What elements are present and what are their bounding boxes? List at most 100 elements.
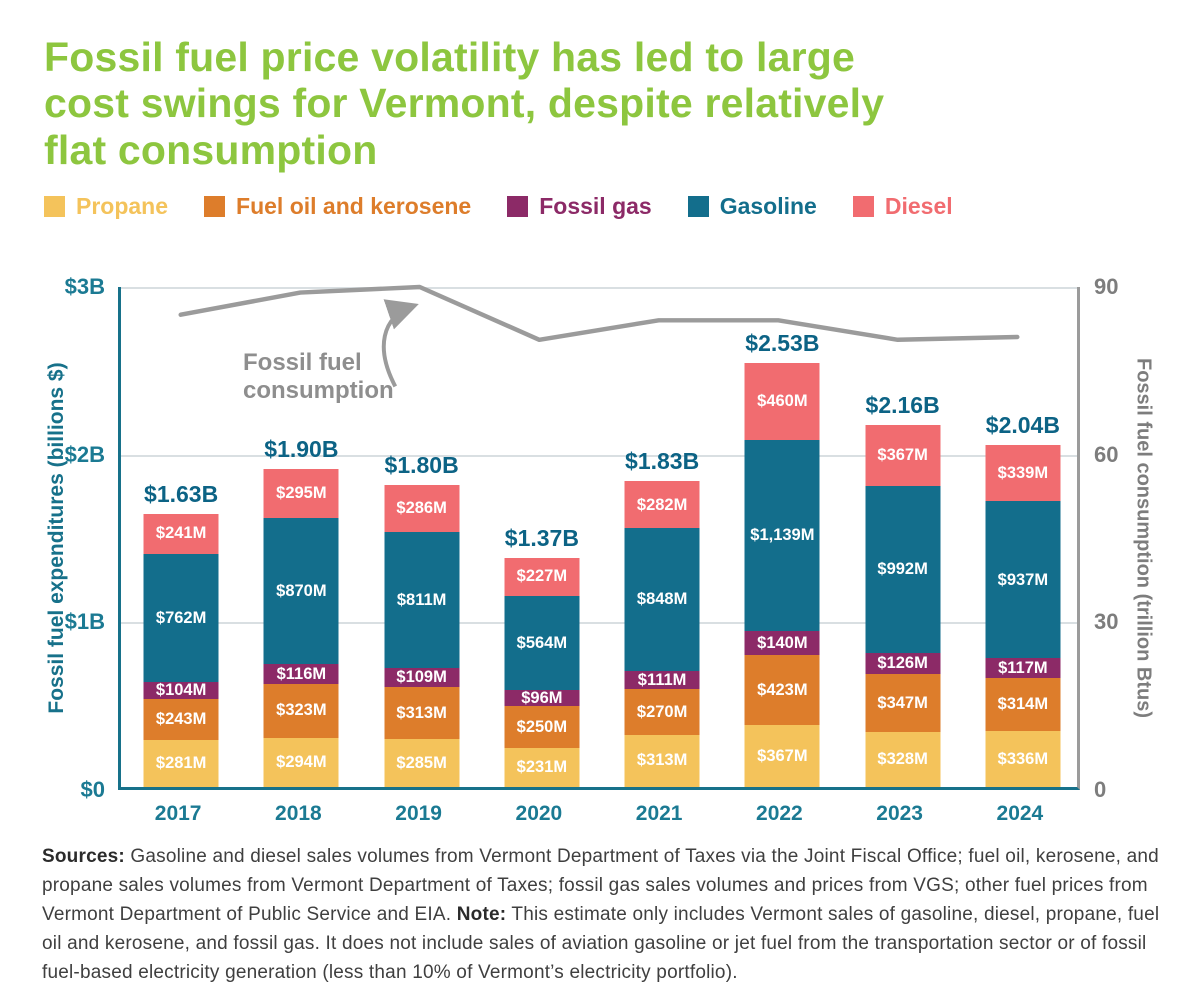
sources-note: Sources: Gasoline and diesel sales volum…: [42, 842, 1166, 987]
bar-segment-propane: $367M: [744, 725, 820, 787]
bar-segment-value: $295M: [276, 484, 327, 503]
bar-segment-diesel: $460M: [744, 363, 820, 441]
bar-segment-gasoline: $848M: [624, 528, 700, 671]
bar-segment-value: $241M: [155, 524, 207, 543]
page-title: Fossil fuel price volatility has led to …: [44, 34, 1124, 173]
bar-segment-value: $281M: [155, 754, 207, 773]
bar-segment-fossil-gas: $109M: [384, 668, 460, 687]
bar-segment-fuel-oil-and-kerosene: $243M: [143, 699, 219, 740]
bar-segment-diesel: $241M: [143, 513, 219, 554]
bar-2020: $1.37B $227M $564M $96M $250M $231M: [504, 525, 580, 787]
bar-2022: $2.53B $460M $1,139M $140M $423M $367M: [744, 330, 820, 787]
bar-segment-fossil-gas: $140M: [744, 631, 820, 655]
title-line-3: flat consumption: [44, 126, 378, 173]
bar-segment-value: $1,139M: [750, 526, 815, 545]
y-tick-right: 30: [1094, 609, 1119, 635]
bar-segment-value: $564M: [516, 633, 568, 652]
note-label: Note:: [456, 904, 507, 926]
bar-segment-gasoline: $1,139M: [744, 440, 820, 632]
legend-swatch-icon: [507, 196, 529, 217]
bar-segment-propane: $328M: [865, 731, 941, 787]
y-tick-right: 0: [1094, 777, 1107, 802]
bar-segment-fossil-gas: $117M: [985, 658, 1061, 679]
bar-total-label: $2.04B: [985, 411, 1060, 438]
bar-segment-fossil-gas: $104M: [143, 681, 219, 700]
x-tick-2018: 2018: [275, 802, 322, 825]
legend-label: Fossil gas: [539, 193, 652, 219]
bar-segment-propane: $281M: [143, 739, 219, 787]
bar-segment-value: $104M: [155, 681, 207, 700]
bar-segment-fossil-gas: $126M: [865, 652, 941, 674]
y-tick-left: $3B: [64, 274, 105, 299]
bar-segment-value: $848M: [636, 590, 688, 609]
legend-item-diesel: Diesel: [852, 193, 953, 220]
bar-total-label: $1.63B: [144, 480, 219, 507]
sources-label: Sources:: [42, 846, 125, 867]
bar-segment-gasoline: $992M: [865, 486, 941, 653]
y-axis-label-right: Fossil fuel consumption (trillion Btus): [1132, 358, 1155, 718]
bar-segment-fuel-oil-and-kerosene: $423M: [744, 654, 820, 726]
bar-segment-value: $294M: [276, 753, 327, 772]
bar-segment-fuel-oil-and-kerosene: $323M: [263, 683, 339, 738]
x-tick-2021: 2021: [635, 802, 683, 825]
bar-segment-value: $243M: [155, 710, 207, 729]
x-tick-2019: 2019: [395, 802, 442, 825]
bar-total-label: $1.80B: [384, 451, 459, 478]
bar-segment-value: $285M: [396, 753, 447, 772]
bar-segment-value: $231M: [516, 758, 568, 777]
x-tick-2022: 2022: [756, 802, 803, 825]
legend-item-gasoline: Gasoline: [687, 193, 817, 220]
bar-2017: $1.63B $241M $762M $104M $243M $281M: [143, 481, 219, 788]
bar-segment-value: $423M: [757, 680, 808, 699]
plot-area: Fossil fuel consumption $1.63B $241M $762M…: [118, 284, 1080, 790]
bar-segment-propane: $313M: [624, 734, 700, 787]
y-tick-left: $1B: [64, 609, 105, 635]
bar-2019: $1.80B $286M $811M $109M $313M $285M: [384, 452, 460, 788]
bar-segment-value: $992M: [877, 560, 928, 579]
bar-total-label: $1.90B: [264, 435, 339, 462]
bar-segment-value: $367M: [757, 746, 808, 765]
bar-segment-value: $313M: [636, 751, 688, 770]
bar-segment-value: $227M: [516, 567, 568, 586]
y-tick-left: $2B: [64, 441, 105, 467]
legend-item-fossil-gas: Fossil gas: [507, 193, 652, 220]
legend: Propane Fuel oil and kerosene Fossil gas Ga…: [44, 193, 953, 220]
legend-label: Diesel: [884, 193, 953, 219]
bar-segment-value: $286M: [396, 499, 447, 518]
bar-segment-value: $811M: [396, 591, 447, 610]
bar-segment-diesel: $295M: [263, 468, 339, 519]
y-tick-right: 90: [1094, 274, 1119, 299]
bar-segment-diesel: $286M: [384, 484, 460, 533]
bar-segment-value: $250M: [516, 718, 568, 737]
title-line-1: Fossil fuel price volatility has led to …: [44, 34, 856, 80]
bar-total-label: $2.53B: [745, 330, 820, 356]
gridline: [121, 287, 1077, 289]
title-line-2: cost swings for Vermont, despite relativ…: [44, 80, 885, 127]
bar-segment-value: $314M: [997, 695, 1049, 714]
bar-segment-value: $109M: [396, 668, 447, 687]
bar-segment-gasoline: $870M: [263, 518, 339, 665]
bar-segment-value: $116M: [276, 664, 327, 683]
legend-item-fuel-oil-and-kerosene: Fuel oil and kerosene: [204, 193, 471, 220]
bar-segment-diesel: $282M: [624, 481, 700, 529]
bar-segment-fossil-gas: $111M: [624, 670, 700, 690]
bar-segment-value: $140M: [757, 633, 808, 652]
bar-total-label: $1.83B: [625, 448, 700, 475]
bar-segment-value: $313M: [396, 703, 447, 722]
bar-segment-diesel: $367M: [865, 424, 941, 487]
bar-2024: $2.04B $339M $937M $117M $314M $336M: [985, 412, 1061, 788]
legend-swatch-icon: [204, 196, 226, 217]
bar-2018: $1.90B $295M $870M $116M $323M $294M: [263, 436, 339, 787]
bar-segment-fuel-oil-and-kerosene: $270M: [624, 689, 700, 735]
bar-segment-fuel-oil-and-kerosene: $250M: [504, 706, 580, 749]
bar-segment-diesel: $339M: [985, 444, 1061, 502]
legend-label: Gasoline: [719, 193, 817, 219]
bar-segment-propane: $294M: [263, 737, 339, 787]
x-tick-2024: 2024: [996, 802, 1044, 825]
bar-segment-value: $126M: [877, 653, 928, 672]
bar-segment-value: $328M: [877, 750, 928, 769]
bar-segment-value: $347M: [877, 693, 928, 712]
bar-segment-gasoline: $564M: [504, 595, 580, 691]
x-tick-2017: 2017: [154, 802, 202, 825]
